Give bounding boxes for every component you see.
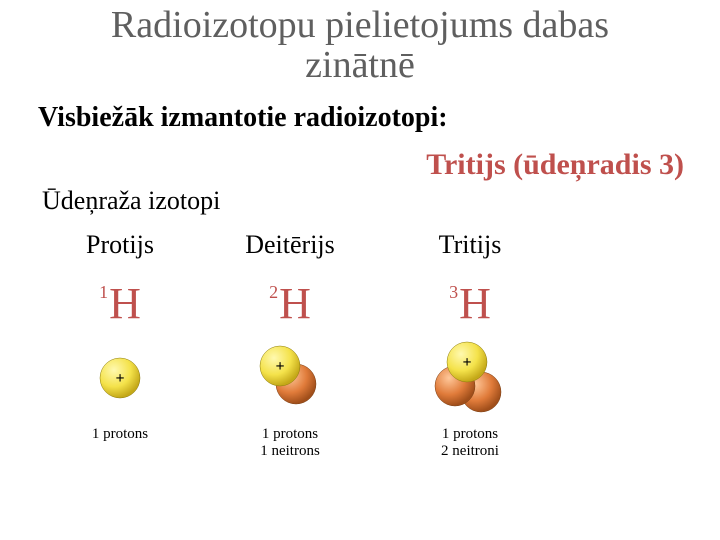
isotope-name-tritium: Tritijs xyxy=(439,230,502,260)
desc-line: 1 protons xyxy=(92,426,148,442)
isotope-symbol-deuterium: 2 H xyxy=(269,278,311,334)
svg-text:+: + xyxy=(115,370,124,387)
mass-number-deuterium: 2 xyxy=(269,282,278,303)
mass-number-protium: 1 xyxy=(99,282,108,303)
isotope-symbol-protium: 1 H xyxy=(99,278,141,334)
element-letter-deuterium: H xyxy=(279,278,311,329)
desc-line: 1 protons xyxy=(442,426,498,442)
column-tritium: Tritijs 3 H xyxy=(380,230,560,461)
atom-diagram-protium: + xyxy=(90,336,150,420)
isotope-desc-deuterium: 1 protons 1 neitrons xyxy=(260,426,320,461)
isotope-columns: Protijs 1 H + 1 protons Deit xyxy=(0,216,720,461)
tritium-heading: Tritijs (ūdeņradis 3) xyxy=(0,134,720,182)
desc-line: 1 neitrons xyxy=(260,443,320,459)
title-line-2: zinātnē xyxy=(305,44,415,86)
title-line-1: Radioizotopu pielietojums dabas xyxy=(111,4,609,46)
element-letter-tritium: H xyxy=(459,278,491,329)
desc-line: 2 neitroni xyxy=(441,443,499,459)
mass-number-tritium: 3 xyxy=(449,282,458,303)
column-protium: Protijs 1 H + 1 protons xyxy=(40,230,200,461)
atom-svg-protium: + xyxy=(90,348,150,408)
isotope-group-label: Ūdeņraža izotopi xyxy=(0,182,720,216)
svg-text:+: + xyxy=(275,358,284,375)
column-deuterium: Deitērijs 2 H xyxy=(200,230,380,461)
isotope-name-protium: Protijs xyxy=(86,230,154,260)
isotope-name-deuterium: Deitērijs xyxy=(245,230,335,260)
slide-title: Radioizotopu pielietojums dabas zinātnē xyxy=(0,0,720,86)
atom-diagram-tritium: + xyxy=(425,336,515,420)
isotope-desc-protium: 1 protons xyxy=(92,426,148,443)
isotope-desc-tritium: 1 protons 2 neitroni xyxy=(441,426,499,461)
desc-line: 1 protons xyxy=(262,426,318,442)
atom-svg-deuterium: + xyxy=(250,338,330,418)
svg-text:+: + xyxy=(462,354,471,371)
atom-svg-tritium: + xyxy=(425,336,515,420)
element-letter-protium: H xyxy=(109,278,141,329)
subtitle: Visbiežāk izmantotie radioizotopi: xyxy=(0,86,720,134)
isotope-symbol-tritium: 3 H xyxy=(449,278,491,334)
atom-diagram-deuterium: + xyxy=(250,336,330,420)
